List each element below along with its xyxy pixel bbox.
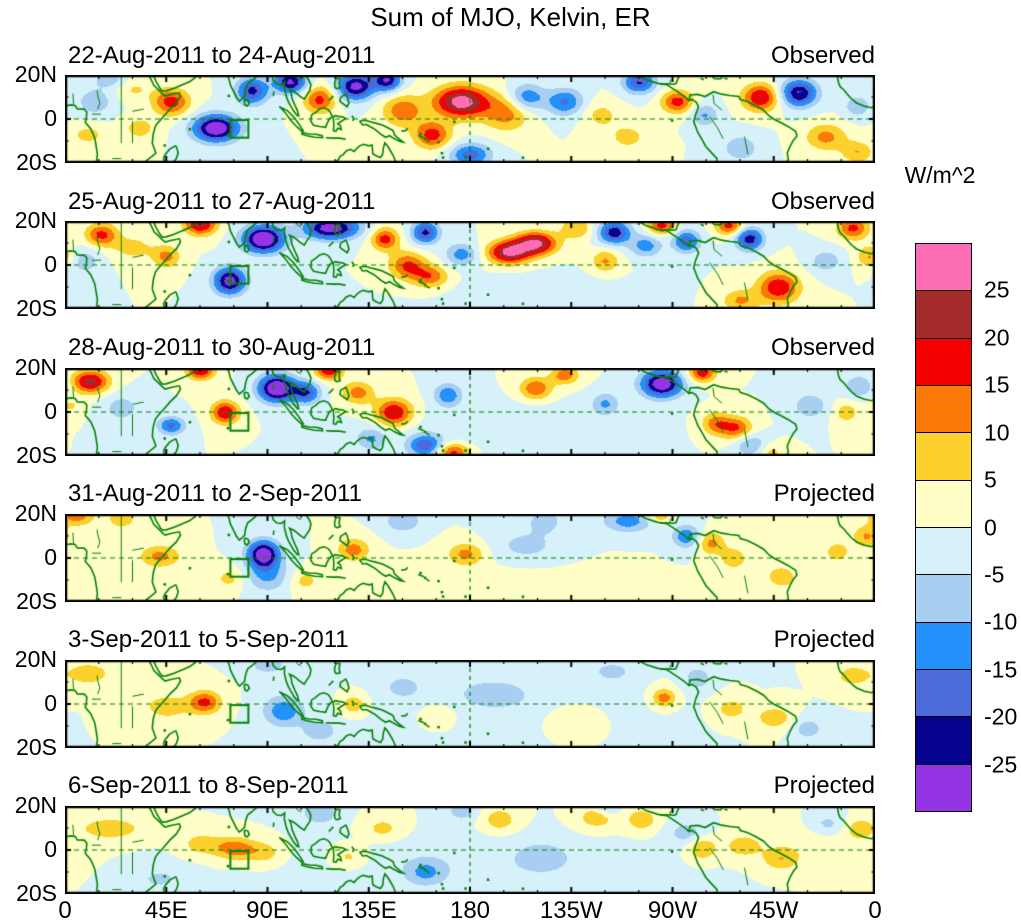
colorbar-tick-label: -10: [984, 608, 1018, 635]
x-tick-label: 90W: [647, 897, 698, 921]
colorbar-swatch: [916, 622, 971, 670]
x-tick-label: 135W: [539, 897, 603, 921]
colorbar-tick-label: 15: [984, 371, 1010, 398]
y-tick-label-panel6: 20S: [16, 879, 57, 906]
colorbar-swatch: [916, 575, 971, 623]
x-tick-label: 90E: [246, 897, 289, 921]
panel-6-status: Projected: [773, 772, 875, 799]
x-tick-label: 0: [58, 897, 72, 921]
y-tick-label-panel2: 0: [44, 250, 57, 277]
colorbar-units-label: W/m^2: [904, 162, 976, 188]
colorbar-swatch: [916, 291, 971, 339]
panel-3-date-range: 28-Aug-2011 to 30-Aug-2011: [68, 334, 376, 361]
colorbar-tick-label: 10: [984, 419, 1010, 446]
y-tick-label-panel6: 20N: [14, 791, 57, 818]
colorbar-swatch: [916, 385, 971, 434]
colorbar-tick-label: -20: [984, 703, 1018, 730]
panel-2-date-range: 25-Aug-2011 to 27-Aug-2011: [68, 188, 376, 215]
y-tick-label-panel2: 20S: [16, 294, 57, 321]
panel-3-status: Observed: [770, 334, 875, 361]
y-tick-label-panel4: 20S: [16, 587, 57, 614]
colorbar-swatch: [916, 717, 971, 765]
colorbar-swatch: [916, 480, 971, 528]
figure-title: Sum of MJO, Kelvin, ER: [370, 2, 651, 32]
colorbar-tick-label: 25: [984, 276, 1010, 303]
y-tick-label-panel3: 0: [44, 397, 57, 424]
colorbar-tick-label: -15: [984, 656, 1018, 683]
y-tick-label-panel5: 0: [44, 689, 57, 716]
colorbar: [915, 243, 972, 812]
map-panel-1: [65, 75, 875, 163]
y-tick-label-panel5: 20N: [14, 645, 57, 672]
panel-6-date-range: 6-Sep-2011 to 8-Sep-2011: [68, 772, 349, 799]
y-tick-label-panel3: 20N: [14, 353, 57, 380]
colorbar-tick-label: 5: [984, 466, 997, 493]
y-tick-label-panel6: 0: [44, 835, 57, 862]
x-tick-label: 180: [449, 897, 491, 921]
y-tick-label-panel5: 20S: [16, 733, 57, 760]
x-tick-label: 45W: [749, 897, 799, 921]
y-tick-label-panel1: 0: [44, 104, 57, 131]
y-tick-label-panel2: 20N: [14, 206, 57, 233]
panel-4-status: Projected: [773, 480, 875, 507]
colorbar-tick-label: 20: [984, 324, 1010, 351]
panel-1-date-range: 22-Aug-2011 to 24-Aug-2011: [68, 42, 376, 69]
colorbar-tick-label: 0: [984, 514, 997, 540]
colorbar-swatch: [916, 433, 971, 481]
colorbar-swatch: [916, 527, 971, 576]
colorbar-swatch: [916, 338, 971, 386]
y-tick-label-panel4: 20N: [14, 499, 57, 526]
panel-4-date-range: 31-Aug-2011 to 2-Sep-2011: [68, 480, 362, 507]
colorbar-swatch: [916, 764, 971, 811]
colorbar-swatch: [916, 669, 971, 718]
map-panel-4: [65, 514, 875, 602]
x-tick-label: 135E: [340, 897, 397, 921]
colorbar-tick-label: -5: [984, 561, 1005, 588]
y-tick-label-panel1: 20N: [14, 60, 57, 87]
x-tick-label: 45E: [144, 897, 188, 921]
y-tick-label-panel4: 0: [44, 543, 57, 570]
map-panel-3: [65, 368, 875, 456]
panel-1-status: Observed: [770, 42, 875, 69]
y-tick-label-panel3: 20S: [16, 441, 57, 468]
panel-2-status: Observed: [770, 188, 875, 215]
map-panel-5: [65, 660, 875, 748]
x-tick-label: 0: [868, 897, 882, 921]
y-tick-label-panel1: 20S: [16, 148, 57, 175]
panel-5-status: Projected: [773, 626, 875, 653]
colorbar-swatch: [916, 244, 971, 292]
map-panel-6: [65, 806, 875, 894]
panel-5-date-range: 3-Sep-2011 to 5-Sep-2011: [68, 626, 349, 653]
map-panel-2: [65, 221, 875, 309]
colorbar-tick-label: -25: [984, 751, 1018, 778]
